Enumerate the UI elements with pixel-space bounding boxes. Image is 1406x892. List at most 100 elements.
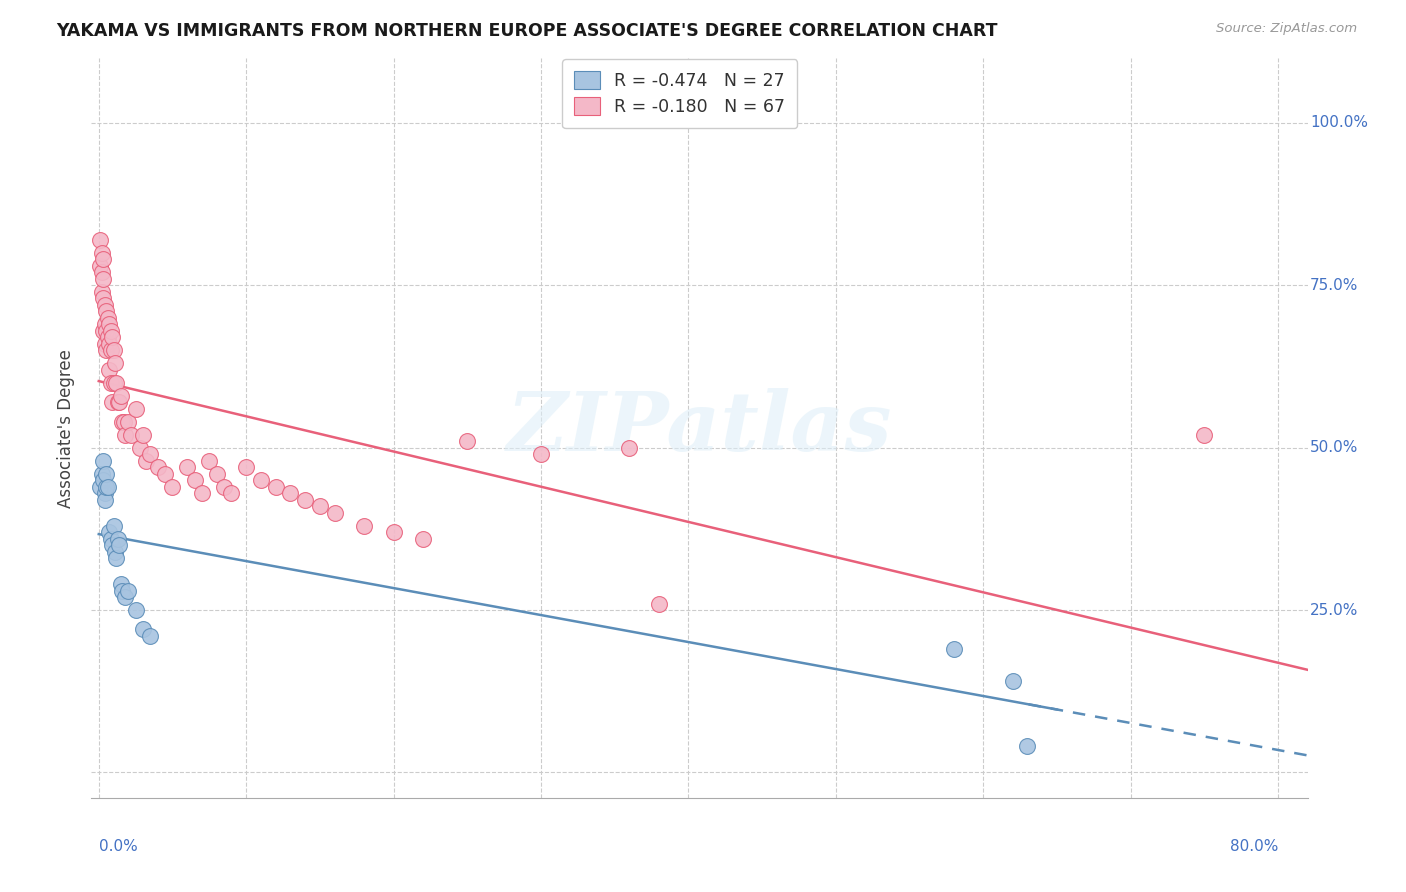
Text: Source: ZipAtlas.com: Source: ZipAtlas.com (1216, 22, 1357, 36)
Point (98, 524, 121, 539)
Point (93, 298, 115, 312)
Point (94, 304, 117, 318)
Point (294, 492, 316, 507)
Point (101, 395, 124, 409)
Point (1194, 427, 1216, 442)
Point (110, 577, 132, 591)
Point (162, 480, 184, 494)
Text: YAKAMA VS IMMIGRANTS FROM NORTHERN EUROPE ASSOCIATE'S DEGREE CORRELATION CHART: YAKAMA VS IMMIGRANTS FROM NORTHERN EUROP… (56, 22, 998, 40)
Point (120, 427, 142, 442)
Point (98, 318, 121, 332)
Point (132, 427, 155, 442)
Point (648, 597, 671, 611)
Point (112, 415, 135, 429)
Point (93, 486, 115, 500)
Point (103, 518, 125, 533)
Point (94, 343, 117, 358)
Point (139, 629, 162, 643)
Point (107, 532, 129, 546)
Point (153, 467, 176, 481)
Point (139, 447, 162, 461)
Legend: R = -0.474   N = 27, R = -0.180   N = 67: R = -0.474 N = 27, R = -0.180 N = 67 (562, 59, 797, 128)
Point (412, 532, 434, 546)
Point (323, 506, 346, 520)
Point (111, 583, 134, 598)
Point (101, 330, 124, 344)
Point (353, 518, 375, 533)
Point (93, 336, 115, 351)
Point (212, 480, 235, 494)
Point (94, 480, 117, 494)
Point (94, 467, 117, 481)
Point (101, 538, 124, 552)
Point (111, 415, 134, 429)
Point (90, 245, 112, 260)
Point (100, 376, 122, 390)
Point (129, 441, 152, 455)
Point (183, 473, 205, 487)
Text: ZIPatlas: ZIPatlas (506, 388, 893, 468)
Point (98, 336, 121, 351)
Point (89, 480, 111, 494)
Point (105, 376, 128, 390)
Point (103, 343, 125, 358)
Point (91, 473, 114, 487)
Point (1001, 674, 1024, 689)
Point (114, 590, 136, 604)
Text: 50.0%: 50.0% (1310, 440, 1358, 455)
Point (107, 395, 129, 409)
Point (250, 473, 273, 487)
Point (91, 252, 114, 267)
Point (110, 389, 132, 403)
Point (124, 401, 146, 416)
Point (100, 324, 122, 338)
Point (97, 310, 120, 325)
Point (89, 259, 111, 273)
Point (91, 272, 114, 286)
Point (100, 343, 122, 358)
Point (619, 441, 641, 455)
Point (132, 623, 155, 637)
Point (191, 486, 214, 500)
Point (108, 395, 131, 409)
Point (104, 356, 127, 370)
Point (108, 538, 131, 552)
Point (205, 467, 228, 481)
Point (91, 291, 114, 305)
Point (942, 642, 965, 657)
Point (97, 330, 120, 344)
Text: 25.0%: 25.0% (1310, 602, 1358, 617)
Point (1017, 739, 1039, 754)
Point (264, 480, 287, 494)
Point (90, 265, 112, 279)
Point (91, 324, 114, 338)
Point (117, 415, 139, 429)
Text: 80.0%: 80.0% (1230, 839, 1278, 854)
Point (235, 460, 257, 475)
Point (117, 583, 139, 598)
Point (93, 492, 115, 507)
Y-axis label: Associate's Degree: Associate's Degree (58, 349, 76, 508)
Point (530, 447, 553, 461)
Point (90, 285, 112, 299)
Text: 0.0%: 0.0% (98, 839, 138, 854)
Point (91, 453, 114, 467)
Point (124, 603, 146, 617)
Point (456, 434, 478, 449)
Point (146, 460, 169, 475)
Point (98, 362, 121, 376)
Text: 100.0%: 100.0% (1310, 115, 1368, 130)
Point (309, 499, 332, 513)
Point (97, 480, 120, 494)
Text: 75.0%: 75.0% (1310, 277, 1358, 293)
Point (221, 486, 243, 500)
Point (135, 453, 157, 467)
Point (90, 467, 112, 481)
Point (114, 427, 136, 442)
Point (198, 453, 221, 467)
Point (280, 486, 302, 500)
Point (105, 551, 128, 566)
Point (100, 532, 122, 546)
Point (89, 233, 111, 247)
Point (104, 544, 127, 558)
